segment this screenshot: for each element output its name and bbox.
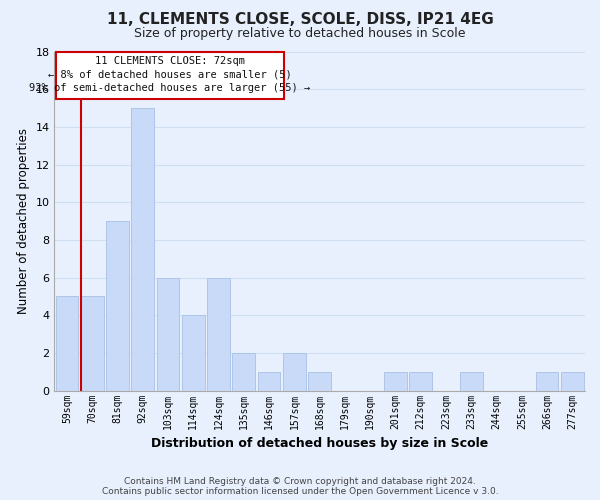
Bar bbox=[409, 372, 432, 390]
Bar bbox=[384, 372, 407, 390]
X-axis label: Distribution of detached houses by size in Scole: Distribution of detached houses by size … bbox=[151, 437, 488, 450]
Text: Contains public sector information licensed under the Open Government Licence v : Contains public sector information licen… bbox=[101, 487, 499, 496]
Bar bbox=[258, 372, 280, 390]
Text: 11, CLEMENTS CLOSE, SCOLE, DISS, IP21 4EG: 11, CLEMENTS CLOSE, SCOLE, DISS, IP21 4E… bbox=[107, 12, 493, 28]
Bar bbox=[157, 278, 179, 390]
Text: Contains HM Land Registry data © Crown copyright and database right 2024.: Contains HM Land Registry data © Crown c… bbox=[124, 477, 476, 486]
Text: Size of property relative to detached houses in Scole: Size of property relative to detached ho… bbox=[134, 28, 466, 40]
Bar bbox=[131, 108, 154, 391]
Bar bbox=[81, 296, 104, 390]
Bar bbox=[182, 316, 205, 390]
Bar bbox=[56, 296, 79, 390]
FancyBboxPatch shape bbox=[56, 52, 284, 98]
Bar bbox=[460, 372, 482, 390]
Text: ← 8% of detached houses are smaller (5): ← 8% of detached houses are smaller (5) bbox=[48, 70, 292, 80]
Bar bbox=[561, 372, 584, 390]
Bar bbox=[106, 221, 129, 390]
Text: 11 CLEMENTS CLOSE: 72sqm: 11 CLEMENTS CLOSE: 72sqm bbox=[95, 56, 245, 66]
Bar bbox=[207, 278, 230, 390]
Bar bbox=[308, 372, 331, 390]
Bar bbox=[232, 353, 255, 391]
Y-axis label: Number of detached properties: Number of detached properties bbox=[17, 128, 30, 314]
Text: 92% of semi-detached houses are larger (55) →: 92% of semi-detached houses are larger (… bbox=[29, 83, 311, 93]
Bar bbox=[536, 372, 559, 390]
Bar bbox=[283, 353, 306, 391]
